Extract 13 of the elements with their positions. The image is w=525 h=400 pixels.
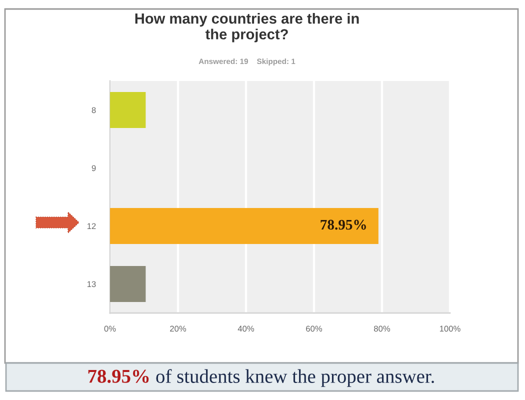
y-tick-label: 12	[87, 223, 96, 230]
text: 78.95% of students knew the proper answer.	[88, 369, 434, 387]
x-tick-label: 100%	[440, 326, 460, 332]
x-tick-label: 80%	[374, 326, 390, 332]
x-tick-label: 40%	[238, 326, 254, 332]
x-tick-label: 60%	[306, 326, 322, 332]
data-label: 78.95%	[320, 220, 366, 230]
x-tick-label: 20%	[170, 326, 186, 332]
y-tick-label: 13	[87, 281, 96, 288]
y-tick-label: 9	[92, 165, 96, 172]
x-tick-label: 0%	[104, 326, 116, 332]
chart-title: How many countries are there in the project?	[135, 13, 359, 42]
y-tick-label: 8	[92, 107, 96, 114]
